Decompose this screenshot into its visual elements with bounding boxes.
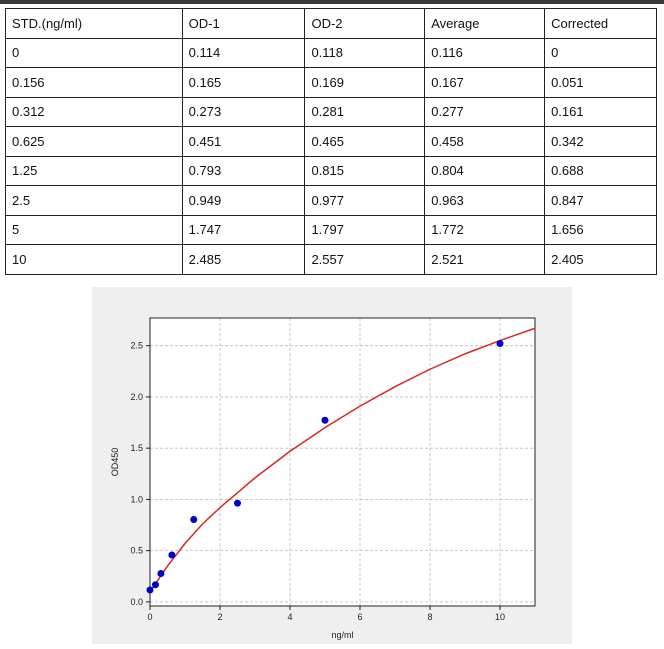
x-tick-label: 4	[287, 612, 292, 622]
cell: 1.747	[181, 214, 306, 245]
cell: 0.458	[424, 126, 546, 157]
y-tick-label: 1.0	[130, 494, 143, 504]
y-tick-label: 0.0	[130, 597, 143, 607]
data-point	[151, 581, 159, 589]
row: 0 0.114 0.118 0.116 0	[5, 37, 657, 68]
cell: 0.815	[304, 155, 426, 186]
fit-curve	[149, 327, 536, 593]
x-tick-label: 10	[495, 612, 505, 622]
cell: 0.949	[181, 185, 306, 216]
cell: 0.451	[181, 126, 306, 157]
cell: OD-1	[181, 8, 306, 39]
data-point	[146, 586, 154, 594]
x-tick-label: 6	[357, 612, 362, 622]
cell: 0.963	[424, 185, 546, 216]
y-axis-label: OD450	[110, 448, 120, 477]
data-point	[496, 340, 504, 348]
cell: 2.521	[424, 244, 546, 275]
cell: 0.161	[544, 96, 657, 127]
data-point	[157, 570, 165, 578]
cell: 2.485	[181, 244, 306, 275]
cell: 0.273	[181, 96, 306, 127]
y-tick-label: 2.5	[130, 341, 143, 351]
cell: Corrected	[544, 8, 657, 39]
cell: 1.797	[304, 214, 426, 245]
cell: 0.688	[544, 155, 657, 186]
data-point	[321, 416, 329, 424]
plot-area	[150, 318, 535, 606]
cell: 10	[5, 244, 183, 275]
cell: 2.557	[304, 244, 426, 275]
x-tick-label: 2	[217, 612, 222, 622]
y-tick-label: 2.0	[130, 392, 143, 402]
cell: 0.804	[424, 155, 546, 186]
row: 0.625 0.451 0.465 0.458 0.342	[5, 126, 657, 157]
row: 1.25 0.793 0.815 0.804 0.688	[5, 155, 657, 186]
cell: 0.465	[304, 126, 426, 157]
cell: 0	[544, 37, 657, 68]
cell: 2.5	[5, 185, 183, 216]
row: 0.156 0.165 0.169 0.167 0.051	[5, 67, 657, 98]
cell: 0.169	[304, 67, 426, 98]
cell: 0.114	[181, 37, 306, 68]
x-tick-label: 8	[427, 612, 432, 622]
cell: 1.772	[424, 214, 546, 245]
cell: 1.25	[5, 155, 183, 186]
header-row: STD.(ng/ml) OD-1 OD-2 Average Corrected	[5, 8, 657, 39]
cell: STD.(ng/ml)	[5, 8, 183, 39]
data-table: STD.(ng/ml) OD-1 OD-2 Average Corrected 0 0.11…	[5, 8, 657, 275]
cell: 0.847	[544, 185, 657, 216]
cell: 0.165	[181, 67, 306, 98]
cell: 0.312	[5, 96, 183, 127]
plot-frame	[149, 317, 536, 607]
data-point	[168, 551, 176, 559]
cell: Average	[424, 8, 546, 39]
cell: 0.277	[424, 96, 546, 127]
data-point	[190, 515, 198, 523]
cell: 0.051	[544, 67, 657, 98]
row: 2.5 0.949 0.977 0.963 0.847	[5, 185, 657, 216]
cell: 0.167	[424, 67, 546, 98]
chart: 0 2 4 6 8 10 0.0 0.5 1.0 1.5 2.0 2.5 ng/ml OD450	[110, 317, 536, 640]
cell: 0.116	[424, 37, 546, 68]
cell: 0.625	[5, 126, 183, 157]
cell: 0.793	[181, 155, 306, 186]
y-tick-label: 1.5	[130, 443, 143, 453]
x-tick-label: 0	[147, 612, 152, 622]
cell: 0.977	[304, 185, 426, 216]
cell: 0.281	[304, 96, 426, 127]
cell: 1.656	[544, 214, 657, 245]
cell: 5	[5, 214, 183, 245]
data-point	[234, 499, 241, 507]
row: 5 1.747 1.797 1.772 1.656	[5, 214, 657, 245]
chart-panel: 0 2 4 6 8 10 0.0 0.5 1.0 1.5 2.0 2.5 ng/ml OD450	[92, 287, 572, 644]
cell: 0.156	[5, 67, 183, 98]
cell: 0.342	[544, 126, 657, 157]
cell: 0.118	[304, 37, 426, 68]
cell: OD-2	[304, 8, 426, 39]
cell: 2.405	[544, 244, 657, 275]
row: 0.312 0.273 0.281 0.277 0.161	[5, 96, 657, 127]
y-tick-label: 0.5	[130, 546, 143, 556]
x-axis-label: ng/ml	[331, 630, 353, 640]
top-bar	[0, 0, 664, 4]
cell: 0	[5, 37, 183, 68]
row: 10 2.485 2.557 2.521 2.405	[5, 244, 657, 275]
